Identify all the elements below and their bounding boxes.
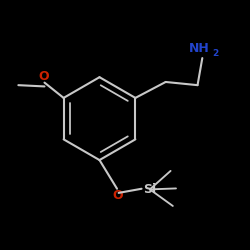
Text: NH: NH — [189, 42, 210, 55]
Text: O: O — [113, 188, 123, 202]
Text: Si: Si — [143, 183, 156, 196]
Text: O: O — [38, 70, 49, 83]
Text: 2: 2 — [212, 49, 218, 58]
